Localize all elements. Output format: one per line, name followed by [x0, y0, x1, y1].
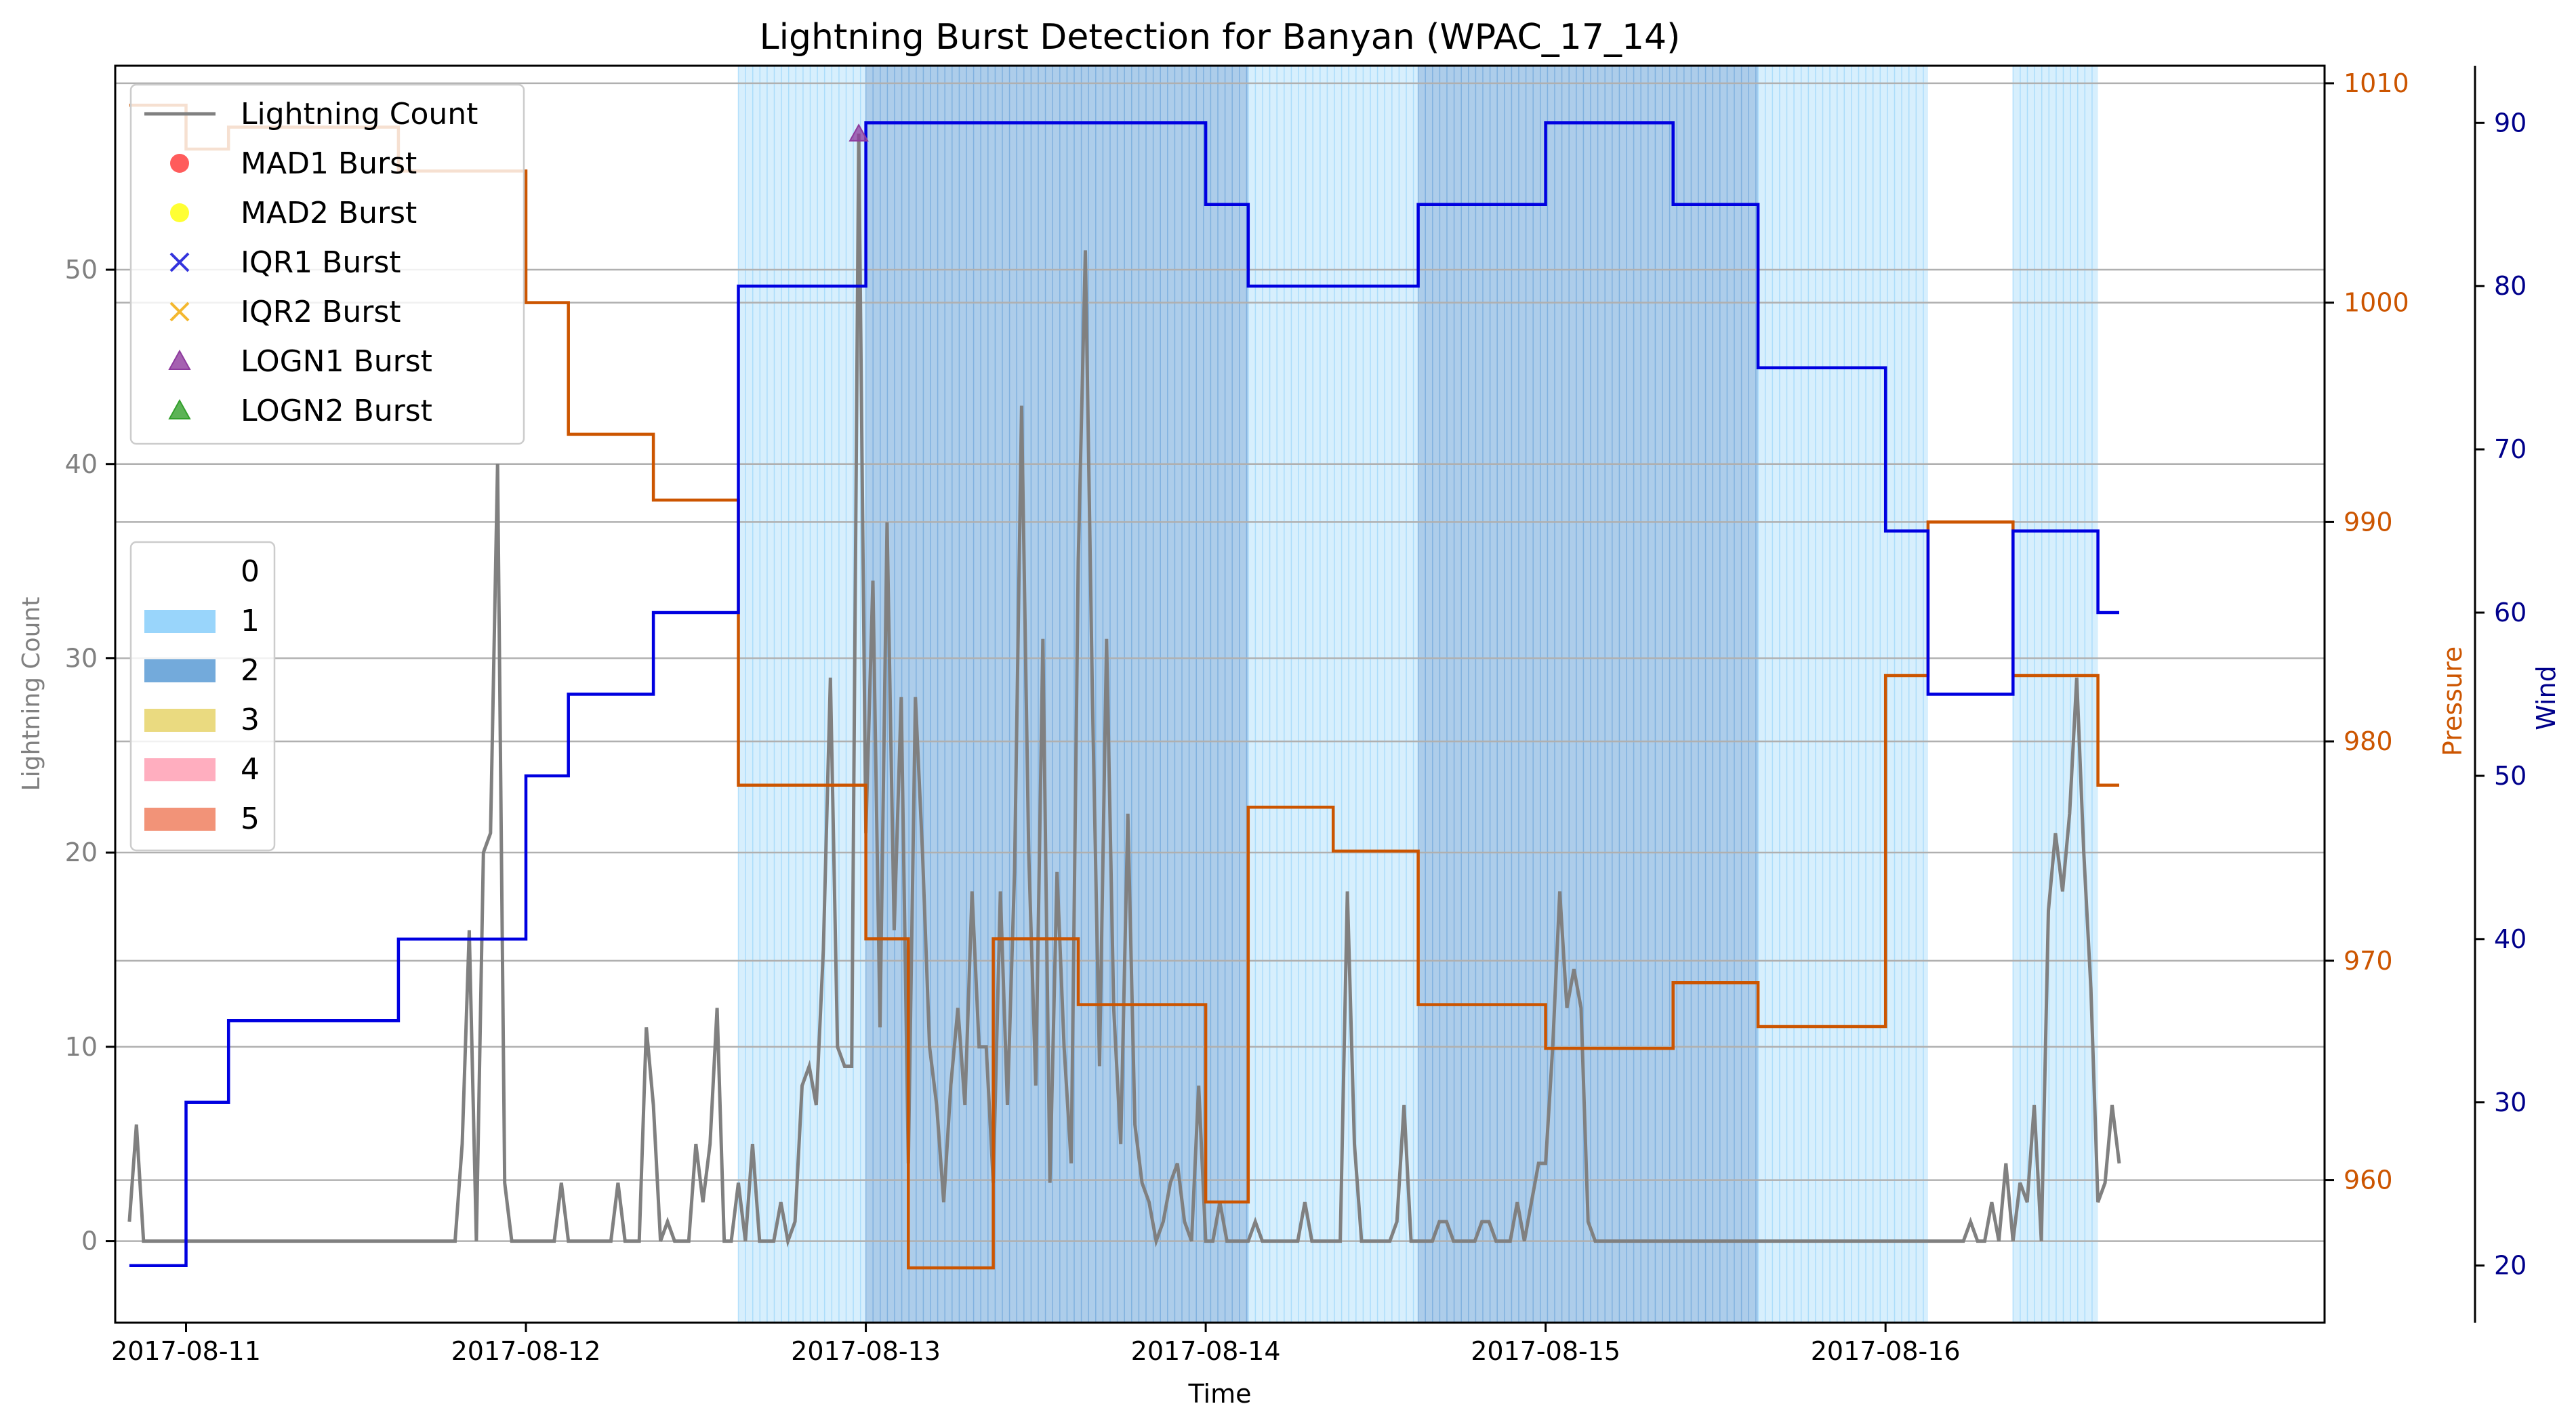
intensity-band-2 [865, 66, 1248, 1323]
legend-intensity-swatch-4 [144, 758, 216, 781]
pressure-tick-label: 960 [2344, 1165, 2393, 1195]
legend-label-iqr2-burst: IQR2 Burst [241, 295, 401, 329]
x-axis-label: Time [1188, 1379, 1252, 1409]
wind-tick-label: 70 [2494, 434, 2527, 464]
legend-main: Lightning Count MAD1 Burst MAD2 Burst IQR1 … [129, 83, 525, 445]
legend-swatch-logn1-burst [168, 349, 191, 370]
legend-label-logn2-burst: LOGN2 Burst [241, 394, 432, 428]
legend-intensity-swatch-2 [144, 659, 216, 682]
wind-tick-label: 80 [2494, 271, 2527, 301]
wind-tick-label: 40 [2494, 924, 2527, 954]
intensity-band-1 [738, 66, 866, 1323]
x-tick-label: 2017-08-12 [451, 1336, 601, 1366]
lightning-count-series-line [127, 133, 2121, 1248]
x-tick-label: 2017-08-15 [1471, 1336, 1620, 1366]
legend-intensity-label-3: 3 [241, 703, 260, 737]
burst-markers [849, 123, 869, 142]
legend-intensity-swatch-5 [144, 808, 216, 831]
left-tick-label: 20 [65, 838, 98, 867]
wind-tick-label: 60 [2494, 598, 2527, 627]
wind-axis-label: Wind [2531, 665, 2561, 730]
left-tick-label: 50 [65, 255, 98, 285]
legend-label-logn1-burst: LOGN1 Burst [241, 344, 432, 379]
wind-series-line [129, 121, 2119, 1267]
intensity-band-hatch [1417, 66, 1757, 1323]
plot-frame [114, 64, 2326, 1324]
pressure-tick-label: 980 [2344, 726, 2393, 756]
logn1-burst-marker [849, 123, 869, 142]
wind-tick-label: 30 [2494, 1088, 2527, 1117]
legend-swatch-mad2-burst [170, 203, 189, 222]
pressure-axis-label: Pressure [2438, 646, 2468, 756]
legend-label-mad1-burst: MAD1 Burst [241, 146, 417, 181]
intensity-band-hatch [1248, 66, 1414, 1323]
legend-intensity-label-2: 2 [241, 653, 260, 688]
legend-intensity-swatch-3 [144, 709, 216, 732]
pressure-tick-label: 1010 [2344, 68, 2409, 98]
legend-swatch-iqr2-burst [169, 302, 190, 322]
left-tick-label: 40 [65, 449, 98, 479]
intensity-band-2 [1418, 66, 1759, 1323]
pressure-tick-label: 970 [2344, 946, 2393, 976]
x-tick-label: 2017-08-11 [111, 1336, 261, 1366]
legend-intensity-label-5: 5 [241, 802, 260, 836]
wind-tick-label: 90 [2494, 108, 2527, 138]
left-tick-label: 10 [65, 1032, 98, 1062]
legend-swatch-mad1-burst [170, 154, 189, 173]
intensity-band-hatch [1757, 66, 1924, 1323]
left-tick-label: 30 [65, 643, 98, 673]
legend-intensity-label-1: 1 [241, 604, 260, 638]
x-tick-label: 2017-08-16 [1811, 1336, 1961, 1366]
chart-title: Lightning Burst Detection for Banyan (WP… [760, 17, 1681, 58]
x-tick-label: 2017-08-13 [791, 1336, 941, 1366]
left-tick-label: 0 [81, 1226, 98, 1256]
intensity-band-1 [1248, 66, 1418, 1323]
intensity-band-1 [1758, 66, 1928, 1323]
pressure-tick-label: 1000 [2344, 288, 2409, 318]
legend-main-box [129, 83, 525, 445]
x-tick-label: 2017-08-14 [1131, 1336, 1281, 1366]
legend-intensity: 0 1 2 3 4 5 [129, 541, 276, 852]
legend-label-lightning-count: Lightning Count [241, 97, 478, 131]
pressure-tick-label: 990 [2344, 507, 2393, 537]
legend-intensity-swatch-1 [144, 610, 216, 633]
wind-tick-label: 20 [2494, 1251, 2527, 1281]
legend-intensity-swatch-0 [144, 560, 216, 583]
wind-tick-label: 50 [2494, 761, 2527, 791]
legend-label-iqr1-burst: IQR1 Burst [241, 245, 401, 280]
legend-label-mad2-burst: MAD2 Burst [241, 196, 417, 230]
legend-swatch-iqr1-burst [169, 252, 190, 272]
legend-intensity-label-4: 4 [241, 752, 260, 787]
legend-swatch-logn2-burst [168, 398, 191, 419]
axes: 2017-08-11 2017-08-12 2017-08-13 2017-08-14… [18, 66, 2561, 1366]
legend-intensity-label-0: 0 [241, 554, 260, 589]
intensity-bands [737, 66, 2098, 1323]
left-axis-label: Lightning Count [18, 597, 45, 791]
